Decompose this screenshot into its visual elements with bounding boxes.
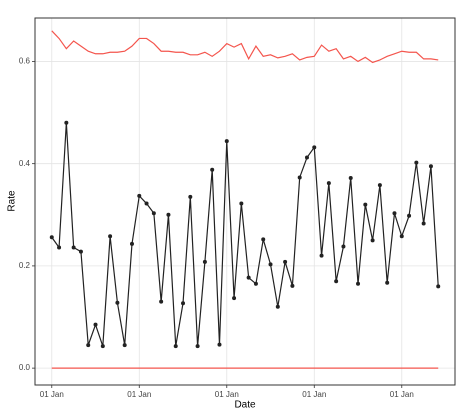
x-tick-label: 01 Jan	[127, 390, 151, 399]
data-point	[49, 235, 54, 240]
data-point	[297, 175, 302, 180]
data-point	[428, 164, 433, 169]
data-point	[86, 343, 91, 348]
data-point	[261, 237, 266, 242]
data-point	[436, 284, 441, 289]
data-point	[319, 253, 324, 258]
data-point	[57, 245, 62, 250]
series-line	[51, 30, 439, 64]
data-point	[122, 343, 127, 348]
data-point	[195, 344, 200, 349]
data-point	[290, 283, 295, 288]
data-point	[334, 279, 339, 284]
data-point	[166, 212, 171, 217]
data-point	[137, 193, 142, 198]
data-point	[239, 201, 244, 206]
data-point	[363, 202, 368, 207]
data-point	[370, 238, 375, 243]
data-point	[129, 241, 134, 246]
data-point	[392, 211, 397, 216]
data-point	[356, 281, 361, 286]
data-point	[108, 234, 113, 239]
y-tick-label: 0.0	[19, 363, 31, 372]
data-point	[312, 145, 317, 150]
data-point	[100, 344, 105, 349]
x-axis-title: Date	[234, 400, 256, 411]
data-point	[268, 262, 273, 267]
data-point	[377, 183, 382, 188]
data-point	[159, 299, 164, 304]
data-point	[115, 300, 120, 305]
x-tick-label: 01 Jan	[390, 390, 414, 399]
data-point	[144, 201, 149, 206]
data-point	[421, 221, 426, 226]
data-point	[407, 213, 412, 218]
data-point	[181, 301, 186, 306]
data-point	[188, 194, 193, 199]
data-point	[78, 249, 83, 254]
data-point	[283, 259, 288, 264]
data-point	[151, 211, 156, 216]
data-point	[217, 342, 222, 347]
y-tick-label: 0.2	[19, 261, 31, 270]
x-tick-label: 01 Jan	[40, 390, 64, 399]
series-line	[51, 122, 439, 347]
x-tick-label: 01 Jan	[215, 390, 239, 399]
data-point	[224, 139, 229, 144]
data-point	[64, 120, 69, 125]
x-tick-label: 01 Jan	[302, 390, 326, 399]
data-point	[210, 167, 215, 172]
data-point	[232, 296, 237, 301]
data-point	[326, 181, 331, 186]
data-point	[202, 259, 207, 264]
data-point	[414, 160, 419, 165]
data-point	[253, 281, 258, 286]
y-tick-label: 0.4	[19, 159, 31, 168]
data-point	[275, 304, 280, 309]
data-point	[348, 175, 353, 180]
data-point	[341, 244, 346, 249]
data-point	[399, 234, 404, 239]
data-point	[304, 155, 309, 160]
y-axis-title: Rate	[7, 190, 18, 212]
y-tick-label: 0.6	[19, 57, 31, 66]
panel-border	[34, 17, 456, 386]
data-point	[173, 344, 178, 349]
data-point	[385, 280, 390, 285]
data-point	[246, 275, 251, 280]
data-point	[93, 322, 98, 327]
data-point	[71, 245, 76, 250]
